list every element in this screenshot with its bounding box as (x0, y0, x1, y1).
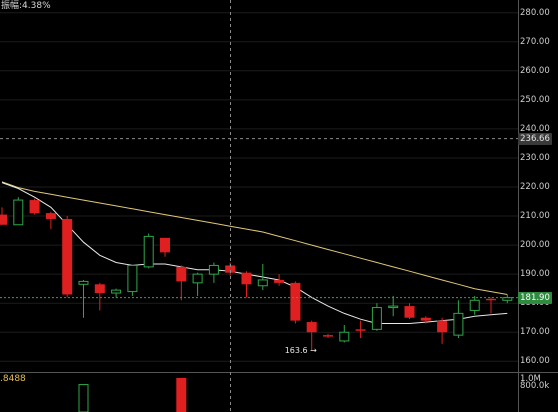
price-tick-label: 190.00 (520, 269, 550, 280)
volume-bar (78, 384, 89, 412)
candle-body (388, 305, 399, 309)
volume-value-label: .8488 (0, 374, 26, 384)
price-tick-label: 270.00 (520, 36, 550, 47)
candle (306, 320, 317, 351)
last-price-tag: 181.90 (518, 291, 552, 304)
candle-body (290, 282, 301, 321)
candle-body (176, 266, 187, 282)
candle (45, 211, 56, 230)
candle-body (306, 322, 317, 333)
candle (241, 271, 252, 298)
candle (29, 198, 40, 215)
candle-body (355, 329, 366, 331)
candle (339, 324, 350, 343)
candle (257, 263, 268, 291)
candle (453, 300, 464, 339)
candle-body (404, 306, 415, 318)
candle-body (437, 320, 448, 333)
price-tick-label: 210.00 (520, 211, 550, 222)
candle-body (208, 264, 219, 275)
low-price-annotation: 163.6 → (284, 345, 317, 355)
price-tick-label: 230.00 (520, 152, 550, 163)
candle (371, 303, 382, 331)
price-tick-label: 220.00 (520, 182, 550, 192)
candle (94, 282, 105, 311)
ma-short-line (1, 182, 508, 324)
candle-body (29, 200, 40, 214)
candle-body (274, 279, 285, 283)
price-tick-label: 280.00 (520, 7, 550, 18)
volume-bars-group (78, 377, 187, 412)
candle (290, 281, 301, 324)
volume-bar (176, 377, 187, 412)
candle-body (160, 237, 170, 253)
candle (274, 274, 285, 286)
candle-body (486, 298, 496, 301)
candle (13, 197, 24, 226)
price-tick-label: 200.00 (520, 240, 550, 251)
crosshair-overlay (0, 0, 518, 412)
moving-average-lines (1, 181, 508, 324)
candle-body (323, 335, 333, 337)
candle (192, 272, 203, 296)
price-tick-label: 260.00 (520, 65, 550, 76)
candle (208, 262, 219, 283)
candle-body (78, 280, 89, 285)
candle-body (94, 284, 105, 294)
crosshair-price-tag: 236.66 (518, 132, 552, 145)
candle (420, 316, 431, 324)
candle-body (257, 279, 268, 287)
candles-group (0, 197, 513, 351)
candle (469, 295, 480, 315)
candle (160, 237, 170, 257)
candle (323, 333, 333, 339)
candle-body (62, 218, 73, 295)
candle (62, 216, 73, 298)
candle-body (143, 235, 154, 268)
candle (176, 265, 187, 301)
candle-body (127, 264, 138, 293)
candle (78, 279, 89, 318)
candle (502, 294, 513, 304)
candle (0, 207, 7, 225)
candle-body (420, 317, 431, 321)
amplitude-readout: 振幅:4.38% (1, 1, 51, 11)
candle-body (111, 289, 122, 294)
candle (388, 295, 399, 317)
price-tick-label: 250.00 (520, 94, 550, 105)
candle-body (0, 214, 7, 225)
candle-body (453, 312, 464, 336)
candle-body (241, 272, 252, 285)
candle (111, 288, 122, 298)
candle-body (339, 331, 350, 342)
price-tick-label: 160.00 (520, 356, 550, 367)
low-price-value: 163.6 (284, 345, 308, 355)
candle-body (45, 213, 56, 219)
ma-long-line (1, 181, 508, 295)
candle-body (13, 199, 24, 226)
candle-body (502, 297, 513, 301)
volume-tick-label: 800.0k (520, 380, 550, 391)
volume-tick-label: 1.0M (520, 374, 541, 385)
price-tick-label: 240.00 (520, 123, 550, 134)
candle-body (192, 273, 203, 284)
candle (143, 233, 154, 269)
candle (127, 264, 138, 296)
candle (355, 320, 366, 339)
candle (404, 303, 415, 320)
candle-body (225, 265, 236, 273)
candle-body (371, 307, 382, 330)
price-tick-label: 170.00 (520, 327, 550, 338)
candle-body (469, 299, 480, 311)
candle (437, 317, 448, 344)
candle (486, 297, 496, 314)
